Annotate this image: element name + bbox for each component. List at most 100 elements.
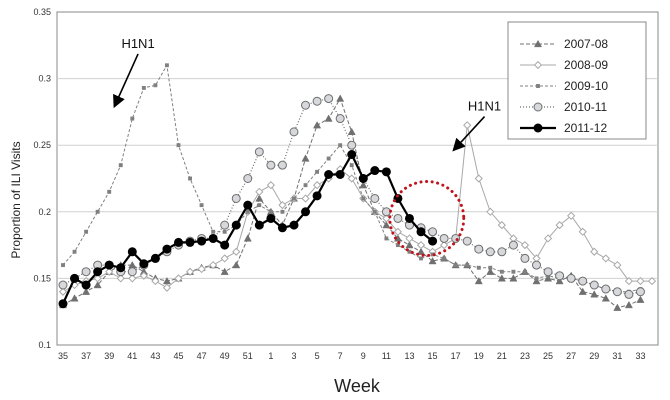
x-tick-label: 3 [291, 351, 296, 361]
data-point [107, 189, 112, 194]
data-point [197, 264, 206, 274]
y-tick-labels: 0.1 0.15 0.2 0.25 0.3 0.35 [33, 7, 51, 350]
data-point [533, 39, 543, 48]
data-point [358, 174, 368, 183]
data-point [555, 276, 564, 285]
data-point [58, 299, 68, 309]
data-point [419, 256, 423, 261]
x-tick-label: 25 [543, 351, 553, 361]
data-point [349, 163, 354, 168]
data-point [150, 253, 160, 263]
data-point [532, 276, 541, 285]
data-point [555, 221, 564, 230]
series-group [58, 63, 657, 311]
data-point [93, 274, 102, 283]
data-point [601, 294, 610, 302]
data-point [372, 209, 377, 214]
data-point [141, 85, 146, 90]
data-point [636, 276, 645, 286]
data-point [532, 260, 542, 270]
x-tick-label: 13 [404, 351, 414, 361]
x-tick-label: 37 [81, 351, 91, 361]
data-point [338, 143, 343, 148]
data-point [105, 267, 114, 276]
x-tick-label: 29 [589, 351, 599, 361]
data-point [257, 203, 262, 208]
data-point [266, 181, 275, 190]
data-point [440, 240, 449, 250]
data-point [474, 174, 483, 183]
series-2008-09 [58, 121, 657, 296]
data-point [497, 274, 506, 282]
series-2011-12 [58, 150, 438, 309]
data-point [636, 295, 645, 303]
data-point [222, 229, 227, 234]
data-point [255, 194, 264, 202]
y-tick-label: 0.1 [38, 340, 51, 350]
data-point [312, 191, 322, 201]
data-point [453, 263, 458, 268]
data-point [405, 234, 414, 243]
x-tick-label: 19 [474, 351, 484, 361]
x-tick-label: 43 [150, 351, 160, 361]
data-point [347, 140, 357, 150]
data-point [176, 143, 181, 148]
data-point [347, 174, 356, 183]
x-tick-labels: 35 37 39 41 43 45 47 49 51 1 3 5 7 9 11 13 15 17 19 21 23 25 2… [58, 351, 645, 361]
data-point [211, 229, 216, 234]
data-point [395, 243, 400, 248]
data-point [128, 274, 137, 283]
legend-entry: 2009-10 [520, 79, 608, 93]
y-tick-label: 0.15 [33, 273, 51, 283]
data-point [153, 83, 158, 88]
data-point [312, 96, 322, 106]
data-point [442, 256, 447, 261]
data-point [486, 267, 495, 275]
data-point [647, 276, 657, 286]
data-point [555, 271, 565, 281]
data-point [104, 260, 114, 270]
legend-label: 2011-12 [564, 121, 607, 135]
data-point [534, 276, 539, 281]
x-tick-label: 23 [520, 351, 530, 361]
data-point [289, 127, 299, 137]
data-point [601, 284, 611, 294]
data-point [301, 154, 310, 162]
data-point [277, 160, 287, 170]
series-line [62, 125, 652, 293]
data-point [220, 254, 229, 263]
legend-entry: 2011-12 [520, 121, 607, 135]
x-tick-label: 45 [173, 351, 183, 361]
data-point [199, 203, 204, 208]
data-point [511, 269, 516, 274]
data-point [232, 247, 241, 256]
y-tick-label: 0.2 [38, 207, 51, 217]
data-point [61, 263, 65, 268]
data-point [601, 254, 610, 263]
data-point [197, 236, 207, 246]
legend-entry: 2010-11 [520, 100, 607, 114]
data-point [81, 280, 91, 290]
legend-entry: 2007-08 [520, 37, 608, 51]
data-point [590, 247, 599, 256]
x-tick-label: 31 [612, 351, 622, 361]
data-point [474, 276, 483, 285]
data-point [81, 267, 91, 277]
data-point [254, 220, 264, 230]
data-point [72, 249, 77, 254]
data-point [543, 267, 553, 277]
data-point [301, 207, 311, 217]
data-point [84, 229, 89, 234]
data-point [624, 300, 633, 309]
data-point [336, 94, 345, 102]
data-point [613, 303, 622, 311]
data-point [544, 274, 553, 282]
data-point [243, 234, 252, 242]
data-point [185, 237, 195, 247]
data-point [289, 220, 299, 230]
series-2007-08 [58, 94, 645, 311]
data-point [335, 114, 345, 124]
x-tick-label: 5 [315, 351, 320, 361]
data-point [476, 265, 481, 270]
